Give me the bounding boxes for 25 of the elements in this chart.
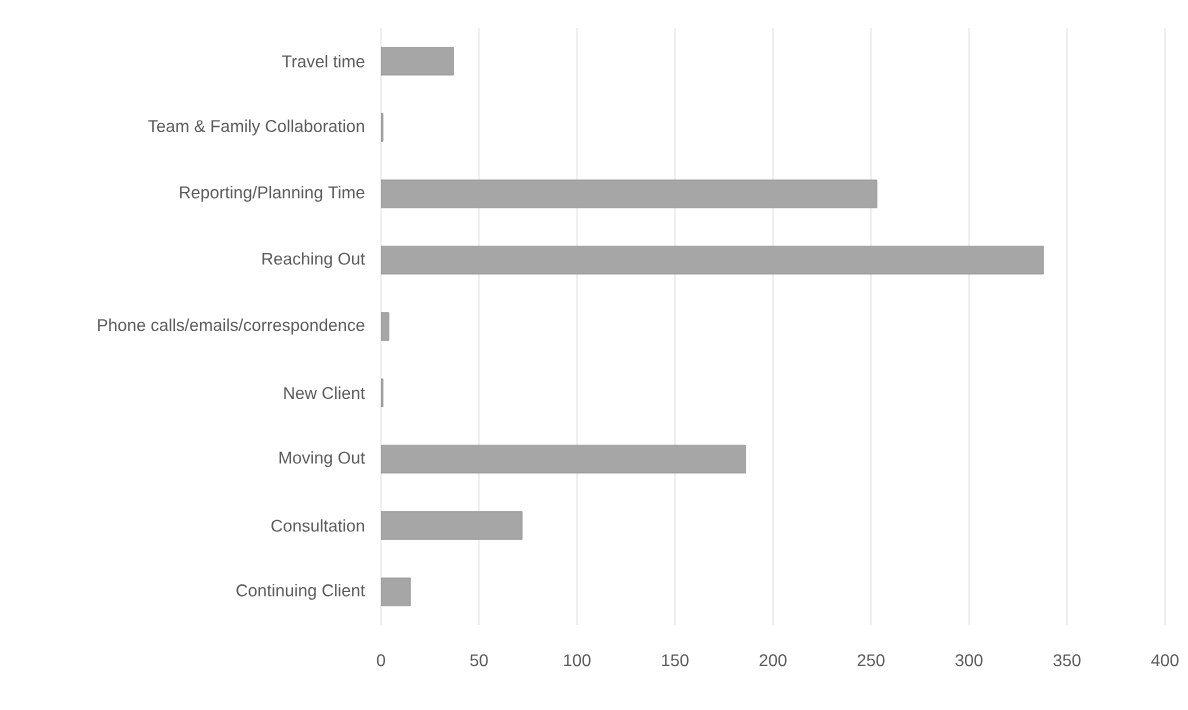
x-tick-label: 0: [376, 654, 386, 667]
bar: [381, 46, 454, 76]
x-tick-label: 150: [662, 654, 689, 667]
x-tick-label: 200: [759, 654, 787, 667]
x-tick-label: 400: [1151, 654, 1179, 667]
bar: [381, 511, 523, 540]
y-tick-label: Consultation: [271, 519, 364, 532]
x-tick-label: 50: [470, 654, 488, 667]
y-tick-label: Travel time: [282, 54, 365, 68]
x-tick-label: 100: [564, 654, 591, 667]
y-tick-label: Continuing Client: [236, 583, 365, 600]
bar: [381, 245, 1044, 275]
x-tick-label: 350: [1053, 654, 1081, 667]
x-tick-label: 250: [857, 654, 885, 667]
y-tick-label: Phone calls/emails/correspondence: [98, 318, 365, 335]
x-tick-label: 300: [955, 654, 983, 667]
bar: [381, 312, 390, 341]
y-tick-label: Moving Out: [279, 451, 365, 468]
bar: [381, 179, 878, 209]
y-tick-label: Reaching Out: [262, 252, 365, 269]
bar: [381, 444, 746, 474]
bar: [381, 577, 411, 607]
y-tick-label: New Client: [284, 386, 365, 400]
y-tick-label: Reporting/Planning Time: [180, 185, 365, 202]
y-tick-label: Team & Family Collaboration: [148, 119, 364, 136]
